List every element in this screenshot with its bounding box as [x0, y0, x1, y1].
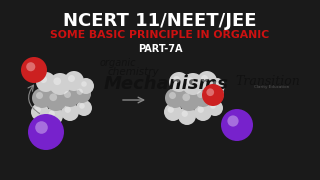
Circle shape [228, 115, 239, 127]
Text: organic: organic [100, 58, 137, 68]
Circle shape [201, 75, 208, 82]
Circle shape [26, 62, 35, 71]
Circle shape [36, 72, 56, 92]
Circle shape [210, 89, 216, 95]
Circle shape [206, 85, 224, 103]
Text: chemistry: chemistry [108, 67, 160, 77]
Circle shape [164, 103, 182, 121]
Circle shape [197, 71, 217, 91]
Text: NCERT 11/NEET/JEE: NCERT 11/NEET/JEE [63, 12, 257, 30]
Circle shape [197, 91, 204, 98]
Circle shape [32, 88, 52, 108]
Circle shape [169, 92, 176, 99]
Circle shape [45, 89, 67, 111]
Circle shape [182, 93, 190, 101]
Circle shape [81, 81, 87, 87]
Circle shape [173, 76, 180, 83]
Circle shape [193, 87, 213, 107]
Circle shape [31, 103, 49, 121]
Circle shape [76, 89, 83, 95]
Circle shape [60, 87, 80, 107]
Text: Clarity Education: Clarity Education [254, 85, 290, 89]
Circle shape [45, 107, 63, 125]
Circle shape [78, 78, 94, 94]
Circle shape [35, 121, 48, 134]
Circle shape [221, 109, 253, 141]
Circle shape [212, 81, 218, 87]
Circle shape [209, 78, 225, 94]
Circle shape [49, 93, 57, 101]
Circle shape [178, 107, 196, 125]
Circle shape [49, 73, 71, 95]
Circle shape [64, 71, 84, 91]
Circle shape [165, 88, 185, 108]
Circle shape [178, 89, 200, 111]
Text: SOME BASIC PRINCIPLE IN ORGANIC: SOME BASIC PRINCIPLE IN ORGANIC [50, 30, 270, 40]
Circle shape [181, 111, 188, 117]
Circle shape [35, 107, 41, 113]
Circle shape [73, 85, 91, 103]
Circle shape [53, 77, 61, 85]
Text: Mechanisms: Mechanisms [104, 75, 229, 93]
Circle shape [182, 73, 204, 95]
Circle shape [194, 103, 212, 121]
Circle shape [61, 103, 79, 121]
Circle shape [21, 57, 47, 83]
Text: Transition: Transition [236, 75, 300, 88]
Circle shape [168, 107, 174, 113]
Text: PART-7A: PART-7A [138, 44, 182, 54]
Circle shape [79, 103, 85, 109]
Circle shape [76, 100, 92, 116]
Circle shape [68, 75, 75, 82]
Circle shape [207, 100, 223, 116]
Circle shape [197, 107, 204, 113]
Circle shape [206, 88, 214, 96]
Circle shape [202, 84, 224, 106]
Circle shape [49, 111, 55, 117]
Circle shape [64, 91, 71, 98]
Circle shape [186, 77, 194, 85]
Circle shape [36, 92, 43, 99]
Circle shape [28, 114, 64, 150]
Circle shape [210, 103, 216, 109]
Circle shape [169, 72, 189, 92]
Circle shape [40, 76, 47, 83]
Circle shape [65, 107, 71, 113]
